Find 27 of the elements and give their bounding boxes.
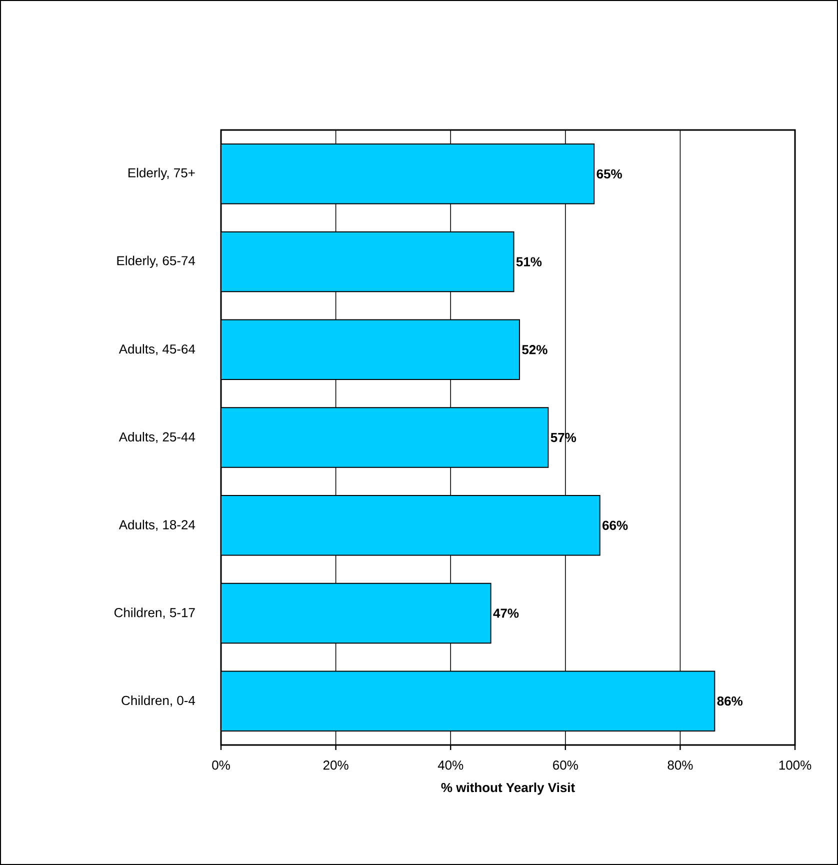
bar	[221, 319, 520, 380]
y-tick-label: Children, 0-4	[122, 696, 196, 707]
y-tick-label: Elderly, 65-74	[117, 256, 196, 268]
x-tick-label: 0%	[212, 760, 230, 770]
bar	[221, 407, 549, 468]
data-label: 86%	[717, 696, 743, 706]
bar	[221, 582, 492, 644]
data-label: 65%	[596, 169, 622, 179]
bar	[221, 231, 514, 292]
y-tick-label: Adults, 25-44	[118, 432, 196, 444]
y-tick-label: Elderly, 75+	[128, 168, 195, 180]
x-tick-label: 100%	[779, 760, 812, 770]
data-label: 51%	[516, 257, 542, 266]
y-tick-label: Adults, 18-24	[118, 520, 196, 531]
x-tick-label: 20%	[323, 760, 348, 770]
bar	[221, 494, 600, 556]
data-label: 52%	[522, 345, 548, 354]
x-tick-label: 40%	[438, 760, 464, 770]
data-label: 47%	[493, 608, 519, 618]
x-axis-title: % without Yearly Visit	[441, 782, 575, 795]
y-tick-label: Adults, 45-64	[118, 344, 196, 356]
bar	[221, 144, 595, 204]
x-tick-label: 80%	[668, 760, 693, 770]
x-tick-label: 60%	[553, 760, 578, 770]
y-tick-label: Children, 5-17	[114, 608, 195, 619]
bar	[221, 670, 716, 732]
data-label: 66%	[602, 520, 628, 530]
